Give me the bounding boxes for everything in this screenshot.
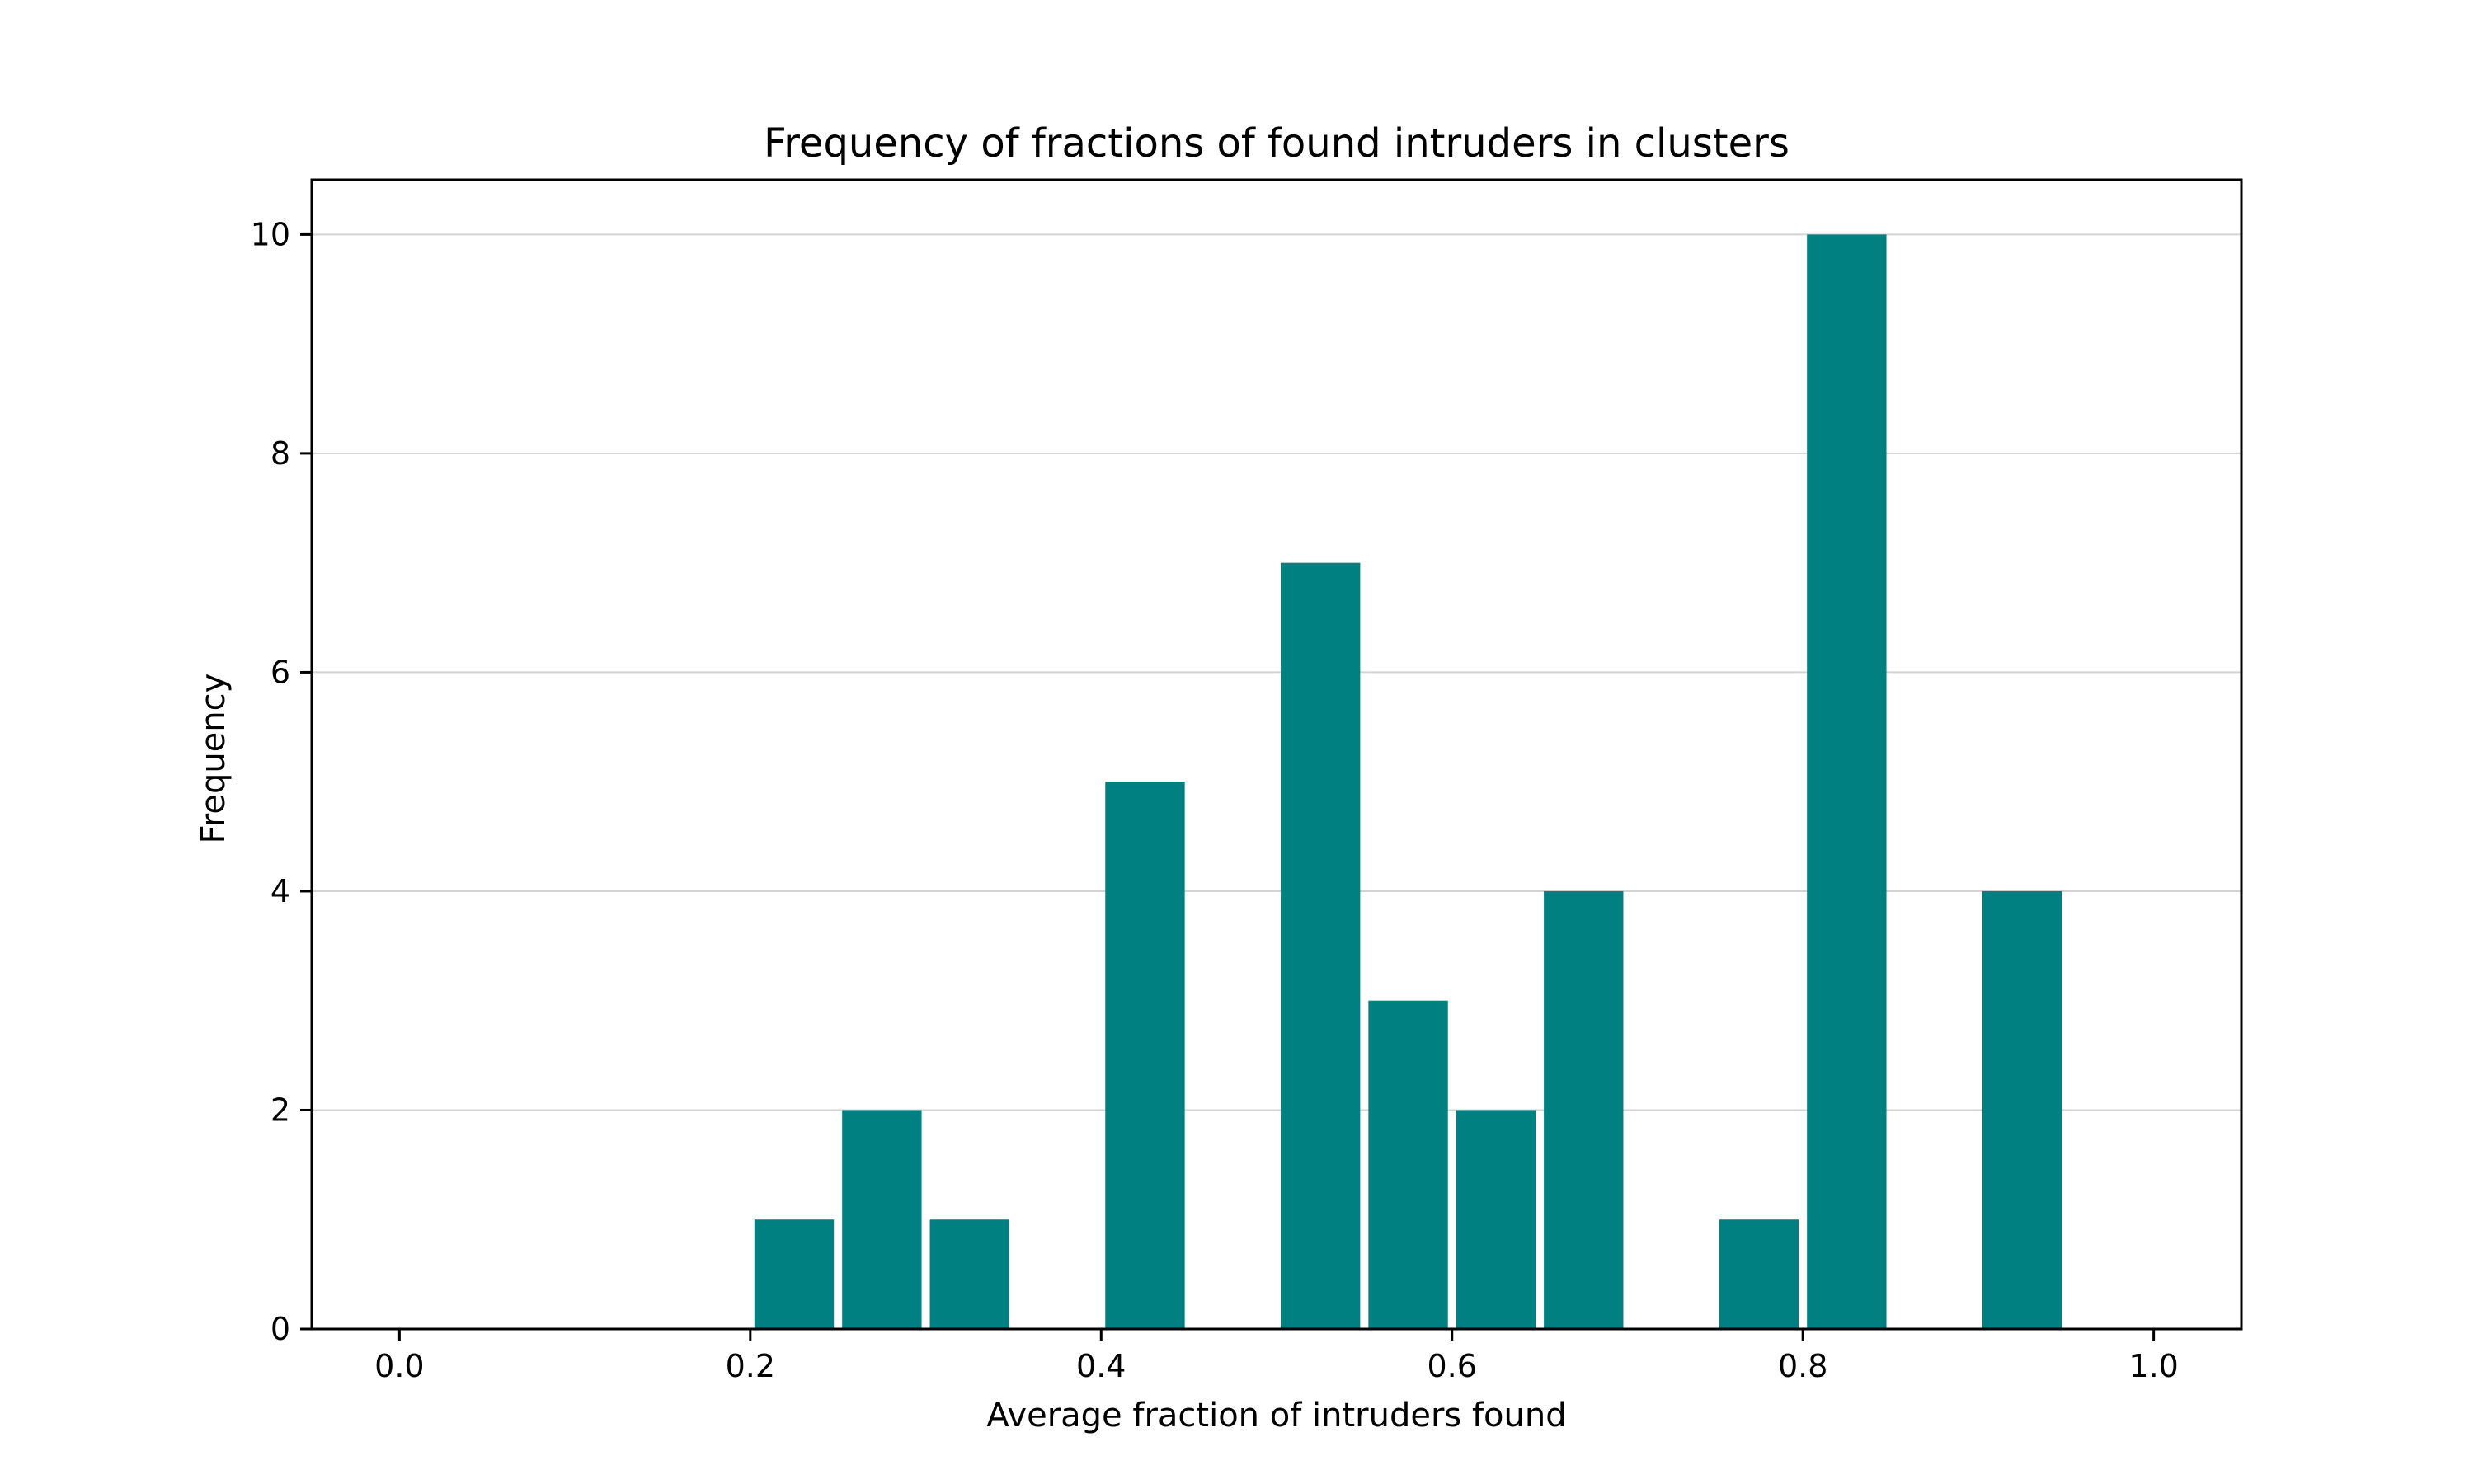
y-tick-label: 2: [270, 1092, 290, 1128]
histogram-bar: [1807, 234, 1887, 1329]
x-tick-label: 0.2: [726, 1348, 775, 1384]
y-axis-label: Frequency: [195, 674, 233, 844]
histogram-bar: [1982, 890, 2062, 1329]
histogram-bar: [754, 1219, 835, 1329]
histogram-bar: [842, 1110, 922, 1329]
histogram-bar: [929, 1219, 1009, 1329]
histogram-bar: [1456, 1110, 1536, 1329]
x-axis-ticks: 0.0 0.2 0.4 0.6 0.8 1.0: [374, 1329, 2179, 1384]
bars: [754, 234, 2062, 1329]
histogram-bar: [1719, 1219, 1799, 1329]
x-tick-label: 0.6: [1427, 1348, 1477, 1384]
x-tick-label: 1.0: [2128, 1348, 2178, 1384]
plot-frame: [310, 178, 2243, 1331]
x-tick-label: 0.8: [1778, 1348, 1827, 1384]
histogram-bar: [1544, 890, 1624, 1329]
y-tick-label: 10: [251, 216, 290, 252]
y-tick-label: 0: [270, 1311, 290, 1347]
chart-title: Frequency of fractions of found intruder…: [764, 120, 1790, 167]
y-tick-label: 8: [270, 435, 290, 472]
histogram-bar: [1281, 562, 1361, 1329]
y-axis-ticks: 0 2 4 6 8 10: [251, 216, 312, 1347]
x-axis-label: Average fraction of intruders found: [986, 1397, 1566, 1435]
histogram-bar: [1368, 1000, 1448, 1329]
histogram-bar: [1105, 782, 1185, 1329]
x-tick-label: 0.0: [374, 1348, 424, 1384]
y-tick-label: 4: [270, 873, 290, 909]
y-tick-label: 6: [270, 654, 290, 690]
x-tick-label: 0.4: [1076, 1348, 1126, 1384]
